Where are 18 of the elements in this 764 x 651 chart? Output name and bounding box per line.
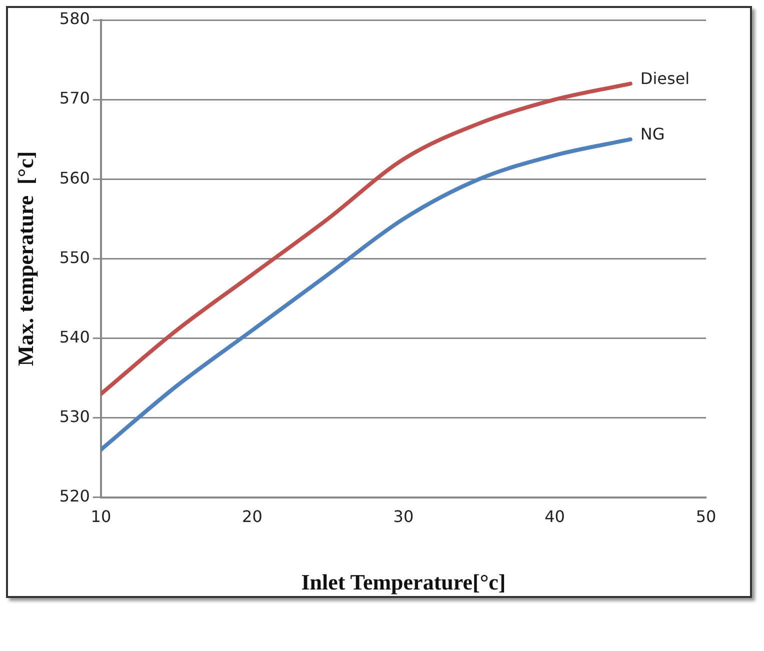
y-tick-label: 570 bbox=[59, 88, 90, 108]
y-axis-title: Max. temperature [°c] bbox=[12, 151, 38, 366]
y-tick-label: 540 bbox=[59, 327, 90, 346]
y-tick-label: 520 bbox=[59, 486, 90, 506]
series-label: NG bbox=[640, 124, 665, 144]
x-axis-title: Inlet Temperature[°c] bbox=[301, 569, 506, 594]
x-tick-label: 40 bbox=[544, 507, 565, 526]
y-tick-label: 580 bbox=[59, 9, 90, 28]
y-tick-label: 560 bbox=[59, 168, 90, 188]
y-tick-label: 530 bbox=[59, 406, 90, 426]
line-series bbox=[100, 137, 632, 452]
line-series bbox=[100, 82, 632, 396]
x-tick-label: 10 bbox=[90, 507, 112, 526]
y-tick-label: 550 bbox=[59, 248, 90, 267]
x-tick-label: 30 bbox=[393, 507, 414, 526]
series-label: Diesel bbox=[640, 68, 690, 88]
x-tick-label: 20 bbox=[242, 507, 262, 526]
x-tick-label: 50 bbox=[696, 507, 716, 526]
